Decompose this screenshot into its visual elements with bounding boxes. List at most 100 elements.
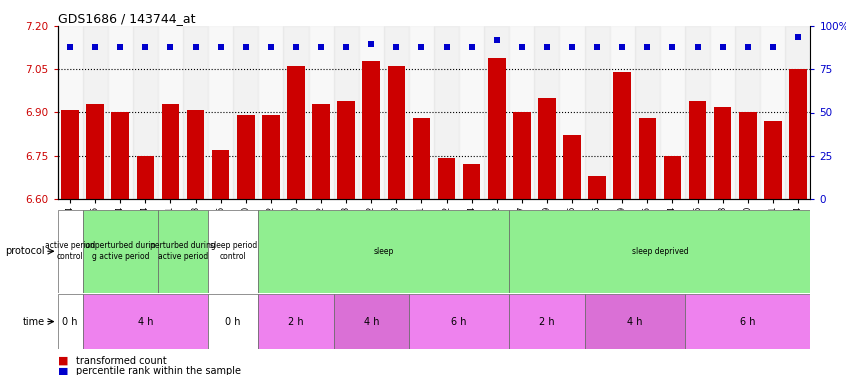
Bar — [362, 61, 380, 199]
Text: GDS1686 / 143744_at: GDS1686 / 143744_at — [58, 12, 195, 25]
Bar — [488, 58, 506, 199]
Bar — [309, 26, 333, 199]
Point — [716, 44, 729, 50]
Bar — [761, 26, 785, 199]
Text: transformed count: transformed count — [76, 356, 167, 366]
Bar — [785, 26, 810, 199]
Bar — [588, 176, 606, 199]
Bar — [112, 112, 129, 199]
Bar — [434, 26, 459, 199]
Bar — [208, 210, 258, 292]
Bar — [714, 107, 732, 199]
Text: sleep deprived: sleep deprived — [632, 247, 688, 256]
Bar — [58, 210, 83, 292]
Bar — [258, 210, 509, 292]
Bar — [133, 26, 158, 199]
Bar — [136, 156, 154, 199]
Text: 6 h: 6 h — [452, 316, 467, 327]
Point — [440, 44, 453, 50]
Text: unperturbed durin
g active period: unperturbed durin g active period — [85, 241, 156, 261]
Point — [239, 44, 252, 50]
Bar — [359, 26, 384, 199]
Bar — [710, 26, 735, 199]
Text: active period
control: active period control — [45, 241, 96, 261]
Bar — [585, 294, 685, 349]
Point — [289, 44, 303, 50]
Bar — [538, 98, 556, 199]
Bar — [237, 116, 255, 199]
Text: 0 h: 0 h — [226, 316, 241, 327]
Text: time: time — [23, 316, 45, 327]
Bar — [559, 26, 585, 199]
Bar — [338, 101, 355, 199]
Point — [615, 44, 629, 50]
Point — [515, 44, 529, 50]
Bar — [258, 26, 283, 199]
Bar — [83, 294, 208, 349]
Bar — [187, 110, 205, 199]
Text: percentile rank within the sample: percentile rank within the sample — [76, 366, 241, 375]
Bar — [58, 294, 83, 349]
Text: protocol: protocol — [5, 246, 45, 256]
Bar — [158, 26, 183, 199]
Point — [766, 44, 779, 50]
Point — [540, 44, 553, 50]
Point — [63, 44, 77, 50]
Bar — [764, 121, 782, 199]
Bar — [585, 26, 610, 199]
Text: perturbed during
active period: perturbed during active period — [150, 241, 216, 261]
Bar — [639, 118, 656, 199]
Text: 6 h: 6 h — [740, 316, 755, 327]
Point — [690, 44, 704, 50]
Bar — [258, 294, 333, 349]
Bar — [634, 26, 660, 199]
Bar — [283, 26, 309, 199]
Bar — [463, 164, 481, 199]
Bar — [287, 66, 305, 199]
Text: 0 h: 0 h — [63, 316, 78, 327]
Point — [163, 44, 178, 50]
Point — [565, 44, 579, 50]
Bar — [333, 294, 409, 349]
Bar — [689, 101, 706, 199]
Text: ■: ■ — [58, 356, 68, 366]
Point — [464, 44, 478, 50]
Bar — [789, 69, 807, 199]
Bar — [183, 26, 208, 199]
Text: sleep period
control: sleep period control — [210, 241, 257, 261]
Bar — [83, 210, 158, 292]
Bar — [262, 116, 280, 199]
Point — [339, 44, 353, 50]
Bar — [158, 210, 208, 292]
Text: 2 h: 2 h — [539, 316, 555, 327]
Bar — [409, 294, 509, 349]
Text: 4 h: 4 h — [364, 316, 379, 327]
Bar — [459, 26, 484, 199]
Point — [490, 37, 503, 43]
Bar — [610, 26, 634, 199]
Bar — [208, 26, 233, 199]
Bar — [83, 26, 107, 199]
Bar — [208, 294, 258, 349]
Bar — [387, 66, 405, 199]
Bar — [233, 26, 258, 199]
Point — [591, 44, 604, 50]
Point — [264, 44, 277, 50]
Bar — [660, 26, 685, 199]
Bar — [685, 26, 710, 199]
Text: 4 h: 4 h — [138, 316, 153, 327]
Point — [666, 44, 679, 50]
Bar — [107, 26, 133, 199]
Bar — [509, 294, 585, 349]
Bar — [58, 26, 83, 199]
Bar — [685, 294, 810, 349]
Bar — [409, 26, 434, 199]
Bar — [513, 112, 530, 199]
Bar — [509, 26, 535, 199]
Bar — [535, 26, 559, 199]
Bar — [212, 150, 229, 199]
Text: 4 h: 4 h — [627, 316, 642, 327]
Point — [640, 44, 654, 50]
Text: ■: ■ — [58, 366, 68, 375]
Bar — [509, 210, 810, 292]
